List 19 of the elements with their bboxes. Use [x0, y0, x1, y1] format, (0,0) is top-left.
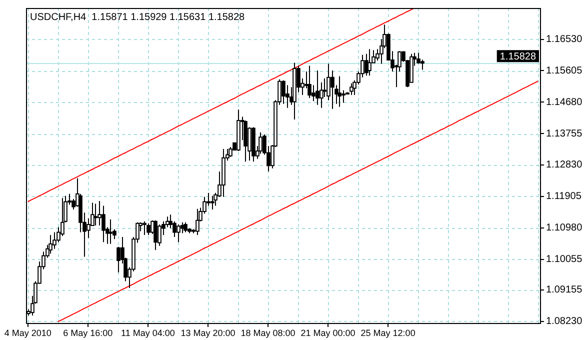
- x-tick-label: 6 May 16:00: [63, 328, 113, 338]
- y-tick-label: 1.10980: [546, 222, 583, 234]
- x-tick-label: 4 May 2010: [4, 328, 52, 338]
- ref-line-label: 1.15828: [500, 51, 536, 62]
- y-tick-label: 1.13755: [546, 128, 583, 140]
- y-tick-label: 1.12830: [546, 160, 583, 171]
- y-tick-label: 1.10055: [546, 254, 583, 266]
- y-tick-label: 1.15605: [546, 65, 583, 76]
- x-tick-label: 13 May 20:00: [180, 328, 236, 338]
- chart-title: USDCHF,H4 1.15871 1.15929 1.15631 1.15828: [30, 12, 246, 23]
- x-tick-label: 11 May 04:00: [120, 328, 175, 338]
- x-tick-label: 21 May 00:00: [300, 328, 356, 338]
- y-tick-label: 1.16530: [546, 34, 583, 46]
- x-tick-label: 18 May 08:00: [240, 328, 296, 338]
- y-tick-label: 1.14680: [546, 96, 583, 108]
- x-tick-label: 25 May 12:00: [360, 328, 416, 338]
- y-tick-label: 1.11905: [546, 191, 582, 202]
- y-tick-label: 1.08230: [546, 316, 583, 328]
- y-tick-label: 1.09155: [546, 284, 583, 296]
